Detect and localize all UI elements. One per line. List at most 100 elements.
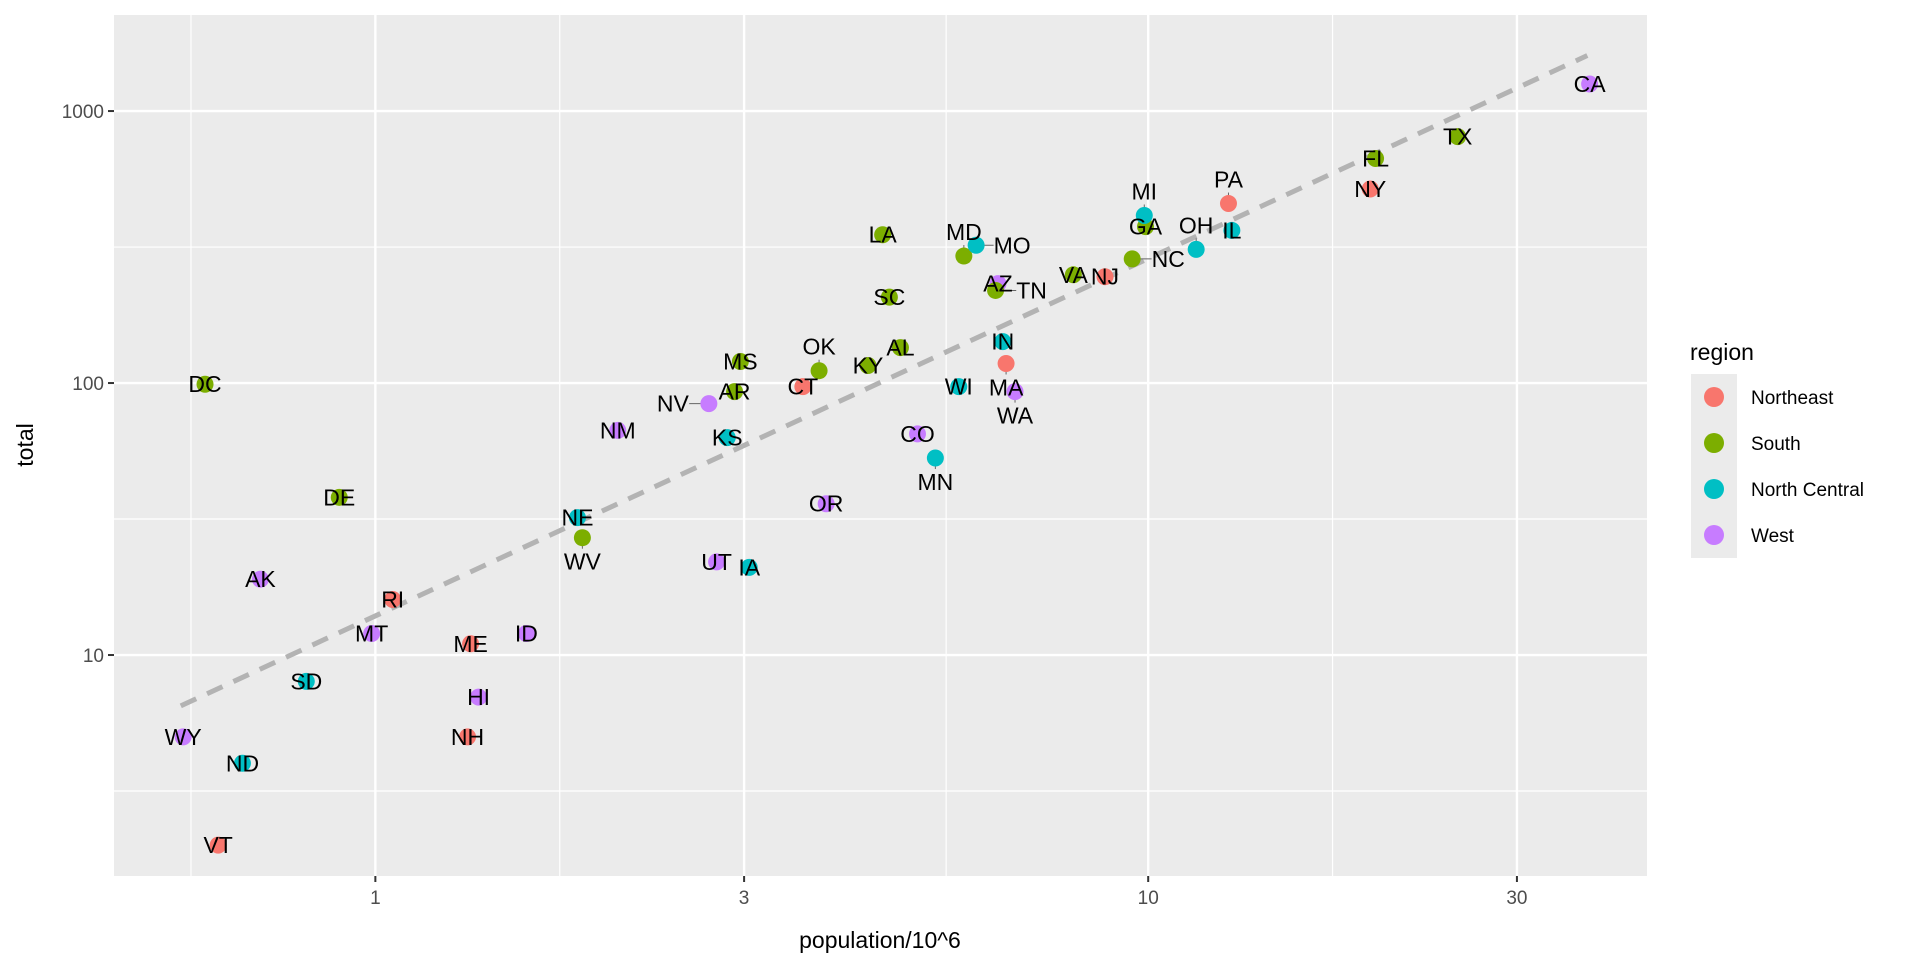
point-label-ak: AK — [245, 566, 276, 592]
data-point-pa — [1219, 195, 1237, 213]
point-label-dc: DC — [188, 371, 221, 397]
data-point-oh — [1187, 240, 1205, 258]
data-point-nd — [233, 754, 251, 772]
data-point-nj — [1096, 268, 1114, 286]
point-label-ct: CT — [788, 374, 819, 400]
legend-label: West — [1751, 526, 1795, 547]
point-label-va: VA — [1059, 262, 1089, 288]
data-point-me — [462, 635, 480, 653]
point-label-wy: WY — [165, 724, 202, 750]
data-point-nc — [1123, 250, 1141, 268]
data-point-va — [1064, 266, 1082, 284]
data-point-ca — [1581, 75, 1599, 93]
data-point-dc — [196, 375, 214, 393]
point-label-ms: MS — [723, 348, 758, 374]
y-tick-label: 1000 — [62, 102, 104, 123]
legend-label: Northeast — [1751, 388, 1834, 409]
data-point-in — [994, 333, 1012, 351]
data-point-md — [955, 247, 973, 265]
data-point-mt — [363, 624, 381, 642]
data-point-nh — [459, 728, 477, 746]
data-point-sc — [880, 288, 898, 306]
point-label-vt: VT — [203, 832, 232, 858]
point-label-nm: NM — [600, 417, 636, 443]
data-point-co — [908, 425, 926, 443]
data-point-ny — [1361, 180, 1379, 198]
point-labels: AL AK AZ AR CA CO CT DE DC FL GA HI ID IL IN IA KS KY LA ME… — [165, 71, 1607, 858]
point-label-ma: MA — [989, 374, 1024, 400]
data-point-ia — [740, 558, 758, 576]
data-point-vt — [209, 836, 227, 854]
legend-key-west — [1704, 525, 1724, 545]
data-point-mo — [967, 236, 985, 254]
point-label-ks: KS — [712, 425, 743, 451]
point-label-wi: WI — [945, 374, 973, 400]
data-points — [174, 75, 1599, 854]
point-label-ok: OK — [802, 334, 836, 360]
data-point-ky — [859, 357, 877, 375]
data-point-mi — [1135, 207, 1153, 225]
data-point-ms — [731, 352, 749, 370]
reference-line — [179, 53, 1589, 709]
point-label-tx: TX — [1443, 124, 1472, 150]
point-label-fl: FL — [1362, 146, 1389, 172]
point-label-ri: RI — [381, 587, 404, 613]
point-label-ia: IA — [738, 554, 760, 580]
legend: region Northeast South North Central West — [1690, 339, 1864, 558]
legend-key-northeast — [1704, 387, 1724, 407]
point-label-md: MD — [946, 219, 982, 245]
point-label-ky: KY — [853, 353, 884, 379]
data-point-hi — [470, 688, 488, 706]
data-point-ne — [568, 509, 586, 527]
point-label-me: ME — [453, 631, 488, 657]
point-label-nj: NJ — [1091, 264, 1119, 290]
point-label-sc: SC — [873, 284, 905, 310]
point-label-ga: GA — [1129, 214, 1163, 240]
y-axis-title: total — [12, 423, 38, 466]
point-label-mi: MI — [1131, 179, 1157, 205]
point-label-wv: WV — [564, 549, 602, 575]
data-point-al — [891, 339, 909, 357]
data-point-fl — [1367, 150, 1385, 168]
data-point-ma — [997, 354, 1015, 372]
point-label-ut: UT — [701, 549, 732, 575]
data-point-wv — [573, 529, 591, 547]
point-label-pa: PA — [1214, 167, 1244, 193]
x-axis-title: population/10^6 — [799, 927, 961, 953]
data-point-ri — [384, 591, 402, 609]
point-label-mn: MN — [917, 469, 953, 495]
point-label-nd: ND — [226, 750, 259, 776]
data-point-ar — [726, 383, 744, 401]
point-label-mo: MO — [994, 232, 1031, 258]
data-point-wa — [1006, 383, 1024, 401]
data-point-or — [817, 495, 835, 513]
point-label-il: IL — [1222, 217, 1241, 243]
legend-title: region — [1690, 339, 1754, 365]
data-point-ak — [251, 570, 269, 588]
point-label-sd: SD — [290, 668, 322, 694]
data-point-ks — [718, 429, 736, 447]
point-label-wa: WA — [997, 403, 1034, 429]
data-point-tx — [1449, 128, 1467, 146]
data-point-de — [330, 488, 348, 506]
x-tick-label: 10 — [1138, 888, 1159, 909]
data-point-mn — [926, 449, 944, 467]
point-label-oh: OH — [1179, 212, 1214, 238]
point-label-in: IN — [991, 329, 1014, 355]
point-label-ny: NY — [1354, 176, 1386, 202]
point-label-ne: NE — [561, 505, 593, 531]
data-point-tn — [987, 281, 1005, 299]
data-point-ct — [794, 378, 812, 396]
point-label-ar: AR — [719, 379, 751, 405]
point-label-or: OR — [809, 491, 844, 517]
data-point-ok — [810, 362, 828, 380]
data-point-il — [1223, 221, 1241, 239]
axes: 1 3 10 30 10 100 1000 — [62, 102, 1528, 909]
point-label-nh: NH — [451, 724, 484, 750]
y-tick-label: 100 — [72, 374, 104, 395]
legend-key-south — [1704, 433, 1724, 453]
point-label-hi: HI — [467, 684, 490, 710]
x-tick-label: 1 — [370, 888, 381, 909]
data-point-la — [874, 226, 892, 244]
